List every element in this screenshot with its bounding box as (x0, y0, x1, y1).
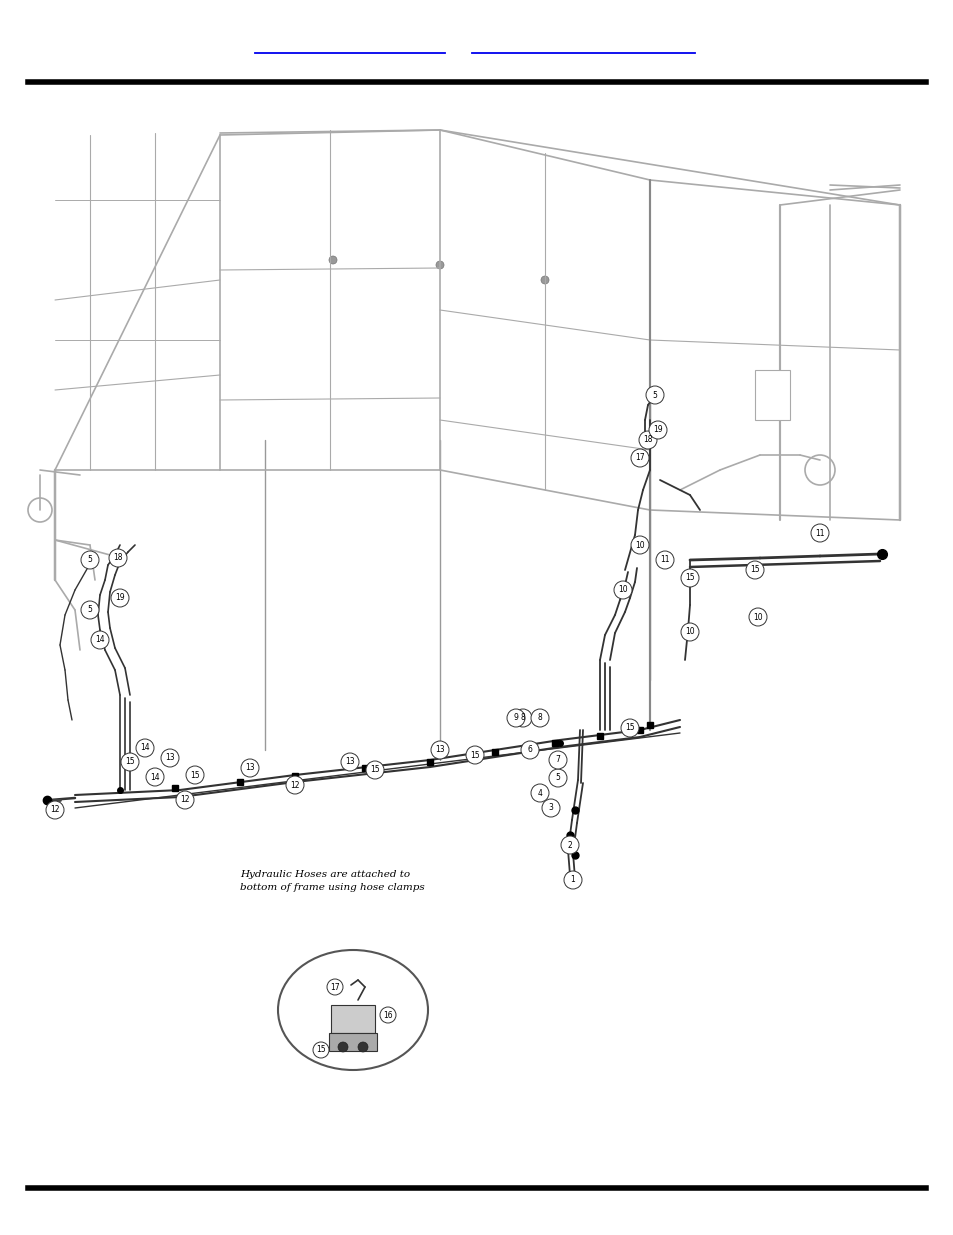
Text: 15: 15 (370, 766, 379, 774)
Text: 15: 15 (190, 771, 199, 779)
Circle shape (241, 760, 258, 777)
Text: 13: 13 (435, 746, 444, 755)
Text: 15: 15 (684, 573, 694, 583)
Circle shape (111, 589, 129, 606)
Circle shape (136, 739, 153, 757)
Circle shape (337, 1042, 348, 1052)
Circle shape (520, 741, 538, 760)
Circle shape (548, 769, 566, 787)
Text: 5: 5 (88, 605, 92, 615)
Circle shape (648, 421, 666, 438)
Circle shape (121, 753, 139, 771)
Text: 10: 10 (753, 613, 762, 621)
Circle shape (81, 551, 99, 569)
Circle shape (531, 709, 548, 727)
FancyBboxPatch shape (329, 1032, 376, 1051)
Circle shape (540, 275, 548, 284)
Text: 11: 11 (659, 556, 669, 564)
Text: 4: 4 (537, 788, 542, 798)
FancyBboxPatch shape (331, 1005, 375, 1032)
Text: 8: 8 (537, 714, 542, 722)
Circle shape (620, 719, 639, 737)
Circle shape (186, 766, 204, 784)
Text: 13: 13 (345, 757, 355, 767)
Text: 3: 3 (548, 804, 553, 813)
Text: 12: 12 (290, 781, 299, 789)
Circle shape (436, 261, 443, 269)
Circle shape (680, 569, 699, 587)
Circle shape (563, 871, 581, 889)
Circle shape (175, 790, 193, 809)
Circle shape (531, 784, 548, 802)
Circle shape (745, 561, 763, 579)
Circle shape (645, 387, 663, 404)
Text: 16: 16 (383, 1010, 393, 1020)
Text: 19: 19 (115, 594, 125, 603)
Text: 2: 2 (567, 841, 572, 850)
Circle shape (329, 256, 336, 264)
Text: 9: 9 (513, 714, 517, 722)
Text: 6: 6 (527, 746, 532, 755)
Circle shape (614, 580, 631, 599)
Circle shape (91, 631, 109, 650)
Circle shape (313, 1042, 329, 1058)
Text: 15: 15 (125, 757, 134, 767)
Circle shape (560, 836, 578, 853)
Text: 18: 18 (113, 553, 123, 562)
Circle shape (379, 1007, 395, 1023)
Circle shape (548, 751, 566, 769)
Text: 15: 15 (749, 566, 759, 574)
FancyBboxPatch shape (754, 370, 789, 420)
Text: 10: 10 (635, 541, 644, 550)
Circle shape (680, 622, 699, 641)
Text: 13: 13 (245, 763, 254, 773)
Text: 15: 15 (315, 1046, 326, 1055)
Circle shape (327, 979, 343, 995)
Text: 19: 19 (653, 426, 662, 435)
Text: Hydraulic Hoses are attached to
bottom of frame using hose clamps: Hydraulic Hoses are attached to bottom o… (240, 869, 424, 892)
Circle shape (340, 753, 358, 771)
Text: 1: 1 (570, 876, 575, 884)
Text: 5: 5 (652, 390, 657, 399)
Circle shape (366, 761, 384, 779)
Circle shape (81, 601, 99, 619)
Text: 18: 18 (642, 436, 652, 445)
Circle shape (46, 802, 64, 819)
Circle shape (748, 608, 766, 626)
Text: 17: 17 (330, 983, 339, 992)
Circle shape (630, 536, 648, 555)
Circle shape (431, 741, 449, 760)
Circle shape (639, 431, 657, 450)
Circle shape (161, 748, 179, 767)
Circle shape (630, 450, 648, 467)
Circle shape (506, 709, 524, 727)
Circle shape (514, 709, 532, 727)
Text: 12: 12 (180, 795, 190, 804)
Text: 15: 15 (624, 724, 634, 732)
Text: 5: 5 (555, 773, 559, 783)
Text: 13: 13 (165, 753, 174, 762)
Circle shape (810, 524, 828, 542)
Circle shape (541, 799, 559, 818)
Text: 14: 14 (95, 636, 105, 645)
Circle shape (357, 1042, 368, 1052)
Text: 14: 14 (140, 743, 150, 752)
Text: 11: 11 (815, 529, 824, 537)
Text: 15: 15 (470, 751, 479, 760)
Text: 17: 17 (635, 453, 644, 462)
Circle shape (109, 550, 127, 567)
Text: 12: 12 (51, 805, 60, 815)
Ellipse shape (277, 950, 428, 1070)
Circle shape (465, 746, 483, 764)
Text: 10: 10 (618, 585, 627, 594)
Circle shape (656, 551, 673, 569)
Text: 10: 10 (684, 627, 694, 636)
Circle shape (286, 776, 304, 794)
Text: 5: 5 (88, 556, 92, 564)
Text: 7: 7 (555, 756, 559, 764)
Text: 8: 8 (520, 714, 525, 722)
Circle shape (146, 768, 164, 785)
Text: 14: 14 (150, 773, 160, 782)
